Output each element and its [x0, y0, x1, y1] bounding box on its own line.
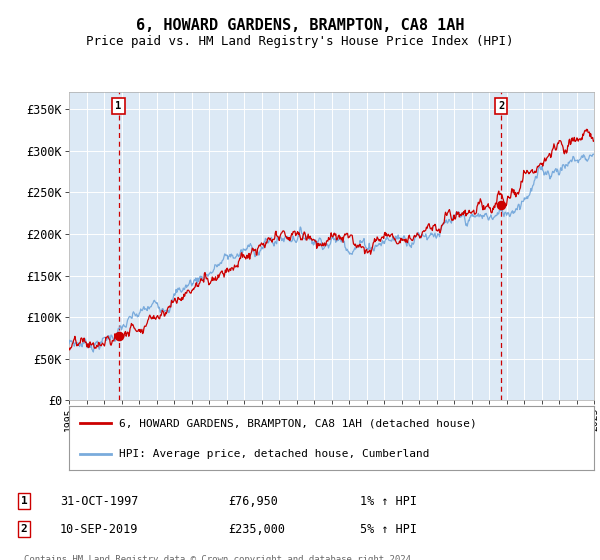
Text: 1: 1: [115, 101, 122, 111]
Text: £235,000: £235,000: [228, 522, 285, 536]
Text: 6, HOWARD GARDENS, BRAMPTON, CA8 1AH: 6, HOWARD GARDENS, BRAMPTON, CA8 1AH: [136, 18, 464, 32]
Text: Contains HM Land Registry data © Crown copyright and database right 2024.: Contains HM Land Registry data © Crown c…: [24, 556, 416, 560]
Text: 10-SEP-2019: 10-SEP-2019: [60, 522, 139, 536]
Text: 1: 1: [20, 496, 28, 506]
Point: [496, 200, 506, 209]
Point: [114, 332, 124, 341]
Text: 6, HOWARD GARDENS, BRAMPTON, CA8 1AH (detached house): 6, HOWARD GARDENS, BRAMPTON, CA8 1AH (de…: [119, 418, 476, 428]
Text: Price paid vs. HM Land Registry's House Price Index (HPI): Price paid vs. HM Land Registry's House …: [86, 35, 514, 49]
Text: 31-OCT-1997: 31-OCT-1997: [60, 494, 139, 508]
Text: 2: 2: [498, 101, 504, 111]
Text: 1% ↑ HPI: 1% ↑ HPI: [360, 494, 417, 508]
Text: HPI: Average price, detached house, Cumberland: HPI: Average price, detached house, Cumb…: [119, 449, 430, 459]
Text: 5% ↑ HPI: 5% ↑ HPI: [360, 522, 417, 536]
Text: £76,950: £76,950: [228, 494, 278, 508]
Text: 2: 2: [20, 524, 28, 534]
